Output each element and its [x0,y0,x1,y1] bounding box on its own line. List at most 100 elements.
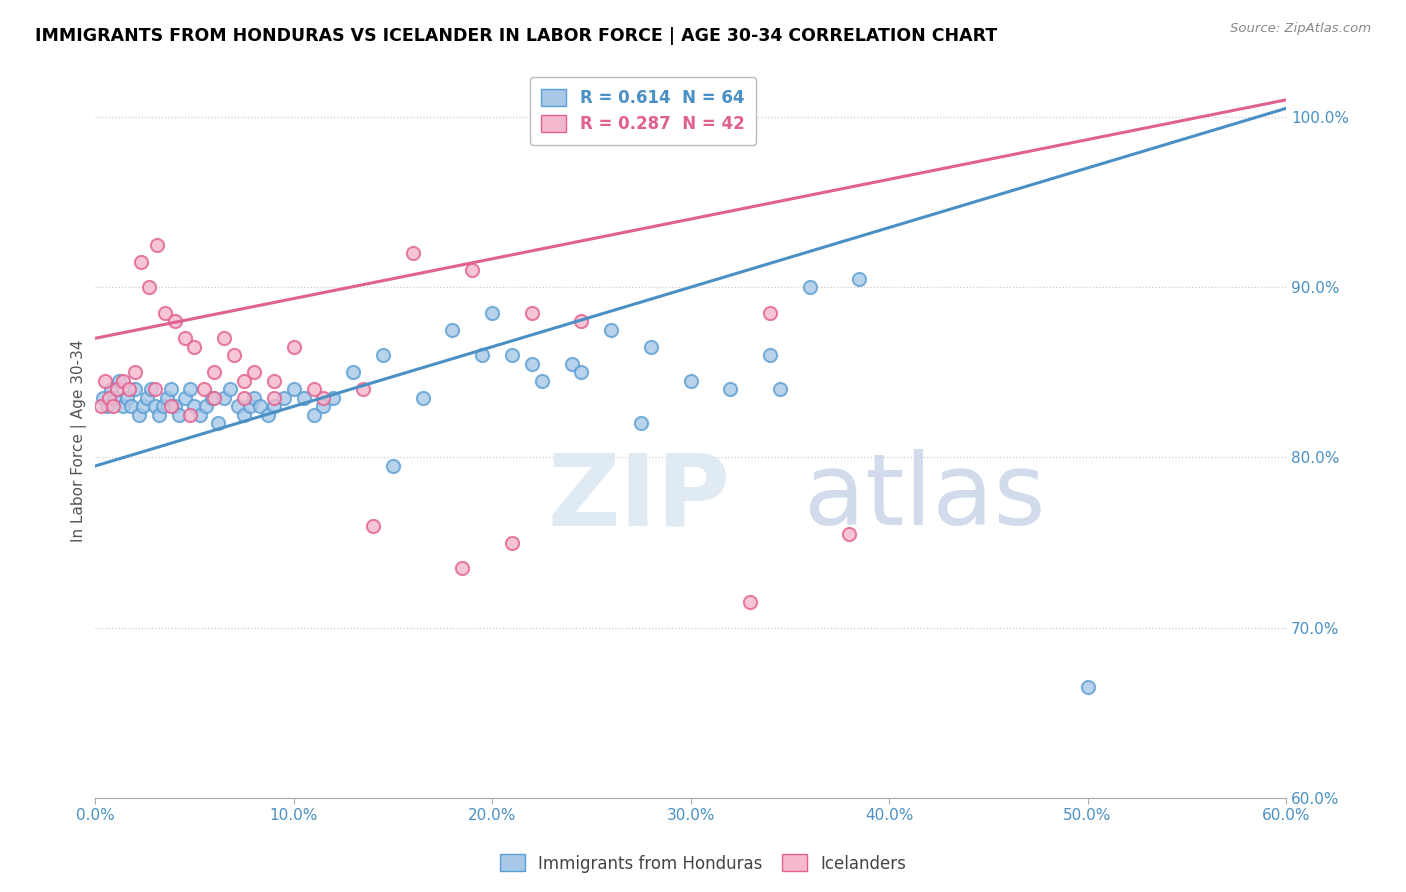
Point [283,383,305,397]
Point [118,383,141,397]
Point [520,306,543,320]
Legend: R = 0.614  N = 64, R = 0.287  N = 42: R = 0.614 N = 64, R = 0.287 N = 42 [530,77,756,145]
Point [312,400,335,414]
Point [571,365,593,379]
Point [402,246,425,260]
Point [233,374,256,388]
Point [138,280,160,294]
Point [96,400,118,414]
Point [381,458,404,473]
Point [124,383,146,397]
Point [520,357,543,371]
Point [98,391,121,405]
Point [759,348,782,362]
Point [759,306,782,320]
Point [441,323,464,337]
Point [263,374,285,388]
Point [120,400,142,414]
Point [202,365,225,379]
Point [148,408,170,422]
Point [412,391,434,405]
Point [292,391,315,405]
Point [249,400,271,414]
Text: ZIP: ZIP [548,450,731,546]
Point [571,314,593,328]
Point [190,408,212,422]
Point [224,348,246,362]
Point [143,400,166,414]
Point [322,391,344,405]
Point [193,383,215,397]
Point [111,374,134,388]
Point [273,391,295,405]
Point [769,383,792,397]
Point [156,391,179,405]
Point [799,280,821,294]
Point [283,340,305,354]
Point [461,263,484,277]
Point [226,400,249,414]
Point [104,391,127,405]
Point [101,400,124,414]
Point [640,340,662,354]
Point [740,595,762,609]
Point [361,518,384,533]
Point [679,374,702,388]
Y-axis label: In Labor Force | Age 30-34: In Labor Force | Age 30-34 [72,339,87,541]
Point [263,400,285,414]
Point [108,374,131,388]
Point [560,357,582,371]
Point [159,383,181,397]
Point [219,383,242,397]
Point [239,400,262,414]
Point [153,306,176,320]
Point [630,417,652,431]
Point [139,383,162,397]
Point [530,374,553,388]
Point [342,365,364,379]
Point [302,408,325,422]
Point [111,400,134,414]
Point [263,391,285,405]
Text: Source: ZipAtlas.com: Source: ZipAtlas.com [1230,22,1371,36]
Point [145,237,167,252]
Text: atlas: atlas [804,450,1045,546]
Point [105,383,128,397]
Point [100,383,122,397]
Point [212,391,235,405]
Point [152,400,174,414]
Point [302,383,325,397]
Point [135,391,157,405]
Point [371,348,394,362]
Point [90,400,112,414]
Point [179,408,201,422]
Point [173,391,195,405]
Point [471,348,494,362]
Point [183,340,205,354]
Point [91,391,114,405]
Point [1076,681,1098,695]
Point [207,417,229,431]
Point [132,400,155,414]
Point [128,408,150,422]
Point [94,374,117,388]
Point [183,400,205,414]
Point [848,271,870,285]
Point [233,391,256,405]
Legend: Immigrants from Honduras, Icelanders: Immigrants from Honduras, Icelanders [494,847,912,880]
Point [838,527,860,541]
Point [202,391,225,405]
Point [179,383,201,397]
Point [195,400,218,414]
Point [600,323,623,337]
Point [159,400,181,414]
Point [115,391,138,405]
Point [243,391,266,405]
Point [312,391,335,405]
Point [124,365,146,379]
Point [481,306,503,320]
Point [257,408,280,422]
Point [718,383,741,397]
Point [201,391,224,405]
Point [163,314,186,328]
